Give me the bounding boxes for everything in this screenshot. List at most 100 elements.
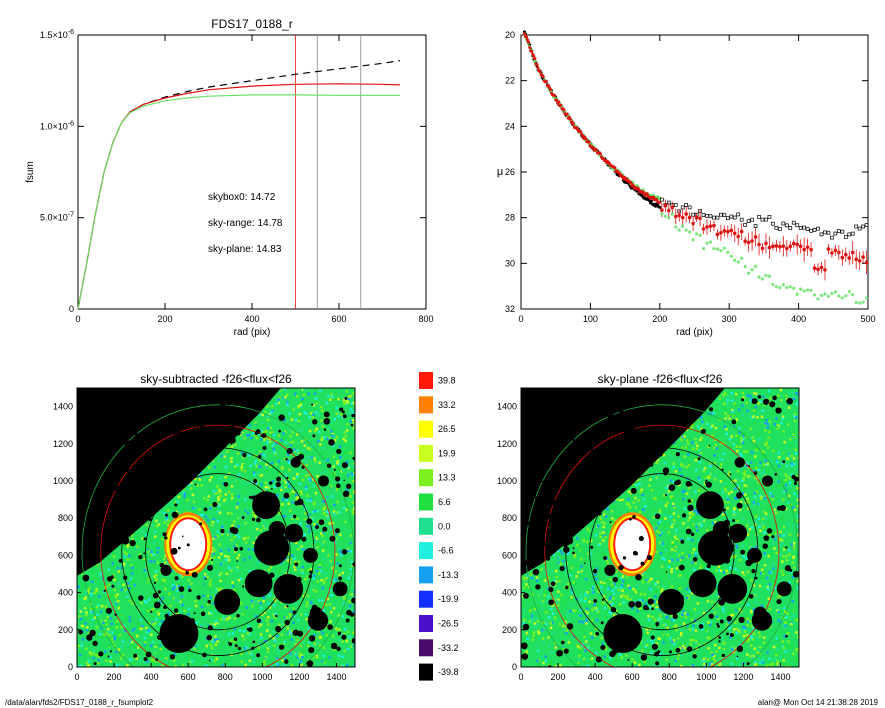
noise-pixel <box>352 512 355 515</box>
noise-pixel <box>717 569 720 572</box>
source-mask <box>221 389 228 396</box>
noise-pixel <box>669 543 673 547</box>
noise-pixel <box>162 594 165 597</box>
noise-pixel <box>655 509 658 513</box>
noise-pixel <box>146 548 150 552</box>
source-mask <box>327 624 334 631</box>
noise-pixel <box>347 607 350 610</box>
noise-pixel <box>793 419 797 422</box>
noise-pixel <box>93 591 96 594</box>
source-mask <box>258 454 262 459</box>
noise-pixel <box>262 524 266 528</box>
noise-pixel <box>276 430 279 433</box>
profile-point <box>743 223 748 227</box>
noise-pixel <box>95 605 99 609</box>
noise-pixel <box>119 612 123 616</box>
noise-pixel <box>109 558 113 561</box>
noise-pixel <box>268 440 272 444</box>
noise-pixel <box>286 631 290 635</box>
noise-pixel <box>79 610 82 613</box>
noise-pixel <box>90 592 93 596</box>
source-mask <box>104 395 109 401</box>
noise-pixel <box>218 615 222 619</box>
noise-pixel <box>296 406 300 409</box>
noise-pixel <box>281 614 285 618</box>
noise-pixel <box>188 607 191 610</box>
noise-pixel <box>177 495 181 499</box>
noise-pixel <box>292 641 296 644</box>
noise-pixel <box>287 552 291 555</box>
noise-pixel <box>340 470 344 473</box>
x-tick-label: 800 <box>418 314 433 324</box>
noise-pixel <box>123 550 126 554</box>
noise-pixel <box>530 614 534 617</box>
noise-pixel <box>715 650 718 653</box>
noise-pixel <box>177 509 181 512</box>
noise-pixel <box>194 599 197 603</box>
noise-pixel <box>304 613 308 616</box>
noise-pixel <box>242 481 245 485</box>
noise-pixel <box>346 401 350 404</box>
noise-pixel <box>236 463 239 467</box>
source-mask <box>123 466 130 473</box>
noise-pixel <box>254 468 257 471</box>
source-mask <box>114 613 117 616</box>
noise-pixel <box>255 527 259 531</box>
noise-pixel <box>241 456 245 459</box>
noise-pixel <box>236 480 239 484</box>
noise-pixel <box>143 636 146 640</box>
noise-pixel <box>335 627 338 630</box>
noise-pixel <box>162 557 166 561</box>
profile-point <box>598 152 602 156</box>
profile-point <box>784 223 789 228</box>
noise-pixel <box>104 619 108 623</box>
noise-pixel <box>333 435 336 439</box>
noise-pixel <box>236 556 239 560</box>
noise-pixel <box>319 443 322 446</box>
noise-pixel <box>152 560 156 563</box>
noise-pixel <box>327 561 331 565</box>
noise-pixel <box>696 512 699 515</box>
noise-pixel <box>748 527 752 531</box>
source-mask <box>136 514 141 519</box>
noise-pixel <box>313 631 316 634</box>
noise-pixel <box>285 498 288 501</box>
noise-pixel <box>741 544 745 548</box>
noise-pixel <box>547 645 550 648</box>
profile-point <box>843 235 848 239</box>
noise-pixel <box>236 452 240 455</box>
noise-pixel <box>691 618 694 622</box>
noise-pixel <box>290 663 294 667</box>
profile-point <box>812 266 817 271</box>
noise-pixel <box>649 478 652 481</box>
noise-pixel <box>270 430 274 434</box>
noise-pixel <box>527 586 530 589</box>
noise-pixel <box>161 596 165 600</box>
noise-pixel <box>154 535 157 538</box>
noise-pixel <box>284 389 287 392</box>
noise-pixel <box>84 622 87 625</box>
noise-pixel <box>330 420 333 424</box>
profile-point <box>658 205 662 209</box>
noise-pixel <box>321 500 325 503</box>
source-mask <box>308 574 312 579</box>
noise-pixel <box>286 477 290 481</box>
noise-pixel <box>97 576 100 579</box>
noise-pixel <box>227 526 231 529</box>
noise-pixel <box>295 434 299 438</box>
noise-pixel <box>86 606 89 609</box>
source-mask <box>85 506 88 509</box>
noise-pixel <box>332 648 336 651</box>
noise-pixel <box>329 639 332 643</box>
noise-pixel <box>289 509 292 513</box>
noise-pixel <box>143 643 146 646</box>
noise-pixel <box>234 555 238 559</box>
noise-pixel <box>338 628 341 631</box>
noise-pixel <box>306 640 310 643</box>
noise-pixel <box>760 604 764 608</box>
noise-pixel <box>346 663 349 667</box>
noise-pixel <box>273 433 276 437</box>
noise-pixel <box>290 568 293 571</box>
noise-pixel <box>191 506 195 510</box>
x-tick-label: 1200 <box>289 672 309 682</box>
